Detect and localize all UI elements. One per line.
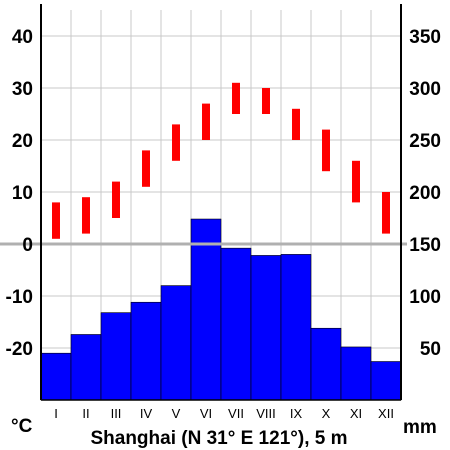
left-tick-label: -10 <box>6 287 33 308</box>
month-label-VI: VI <box>200 406 212 421</box>
precipitation-bar-V <box>160 285 192 401</box>
precipitation-bar-II <box>70 334 102 401</box>
left-tick-label: 30 <box>12 79 33 100</box>
temperature-range-III <box>112 181 120 218</box>
temperature-range-XI <box>352 160 360 203</box>
month-label-IX: IX <box>290 406 303 421</box>
precipitation-bar-I <box>40 352 72 401</box>
temperature-series <box>52 82 390 239</box>
left-axis-unit: °C <box>11 416 33 437</box>
temperature-range-XII <box>382 192 390 234</box>
precipitation-bar-IX <box>280 254 312 401</box>
month-label-X: X <box>322 406 331 421</box>
right-tick-label: 200 <box>409 183 441 204</box>
month-label-V: V <box>172 406 181 421</box>
left-tick-label: 10 <box>12 183 33 204</box>
month-label-III: III <box>111 406 122 421</box>
right-tick-label: 100 <box>409 287 441 308</box>
right-tick-label: 300 <box>409 79 441 100</box>
month-label-II: II <box>82 406 89 421</box>
precipitation-bar-IV <box>130 301 162 401</box>
month-label-XI: XI <box>350 406 362 421</box>
temperature-range-IX <box>292 108 300 140</box>
temperature-range-X <box>322 129 330 172</box>
temperature-range-V <box>172 124 180 161</box>
precipitation-bar-VIII <box>250 255 282 401</box>
month-label-IV: IV <box>140 406 153 421</box>
month-label-XII: XII <box>378 406 394 421</box>
left-tick-label: 40 <box>12 27 33 48</box>
left-tick-label: -20 <box>6 339 33 360</box>
axes <box>40 4 402 401</box>
right-tick-label: 50 <box>420 339 441 360</box>
precipitation-bar-III <box>100 312 132 401</box>
right-tick-label: 350 <box>409 27 441 48</box>
left-tick-label: 0 <box>22 235 33 256</box>
right-tick-label: 250 <box>409 131 441 152</box>
month-label-VIII: VIII <box>256 406 276 421</box>
precipitation-bar-VI <box>190 218 222 401</box>
temperature-range-VIII <box>262 88 270 114</box>
right-tick-label: 150 <box>409 235 441 256</box>
temperature-range-II <box>82 197 90 234</box>
temperature-range-IV <box>142 150 150 187</box>
precipitation-bar-VII <box>220 247 252 401</box>
precipitation-bar-XI <box>340 346 372 401</box>
precipitation-bar-X <box>310 327 342 401</box>
right-axis-unit: mm <box>403 417 437 438</box>
temperature-range-VII <box>232 82 240 114</box>
precipitation-bar-XII <box>370 361 402 401</box>
precipitation-series <box>40 218 402 401</box>
month-label-I: I <box>54 406 58 421</box>
month-label-VII: VII <box>228 406 244 421</box>
temperature-range-I <box>52 202 60 239</box>
chart-caption: Shanghai (N 31° E 121°), 5 m <box>90 428 347 449</box>
temperature-range-VI <box>202 103 210 140</box>
left-tick-label: 20 <box>12 131 33 152</box>
